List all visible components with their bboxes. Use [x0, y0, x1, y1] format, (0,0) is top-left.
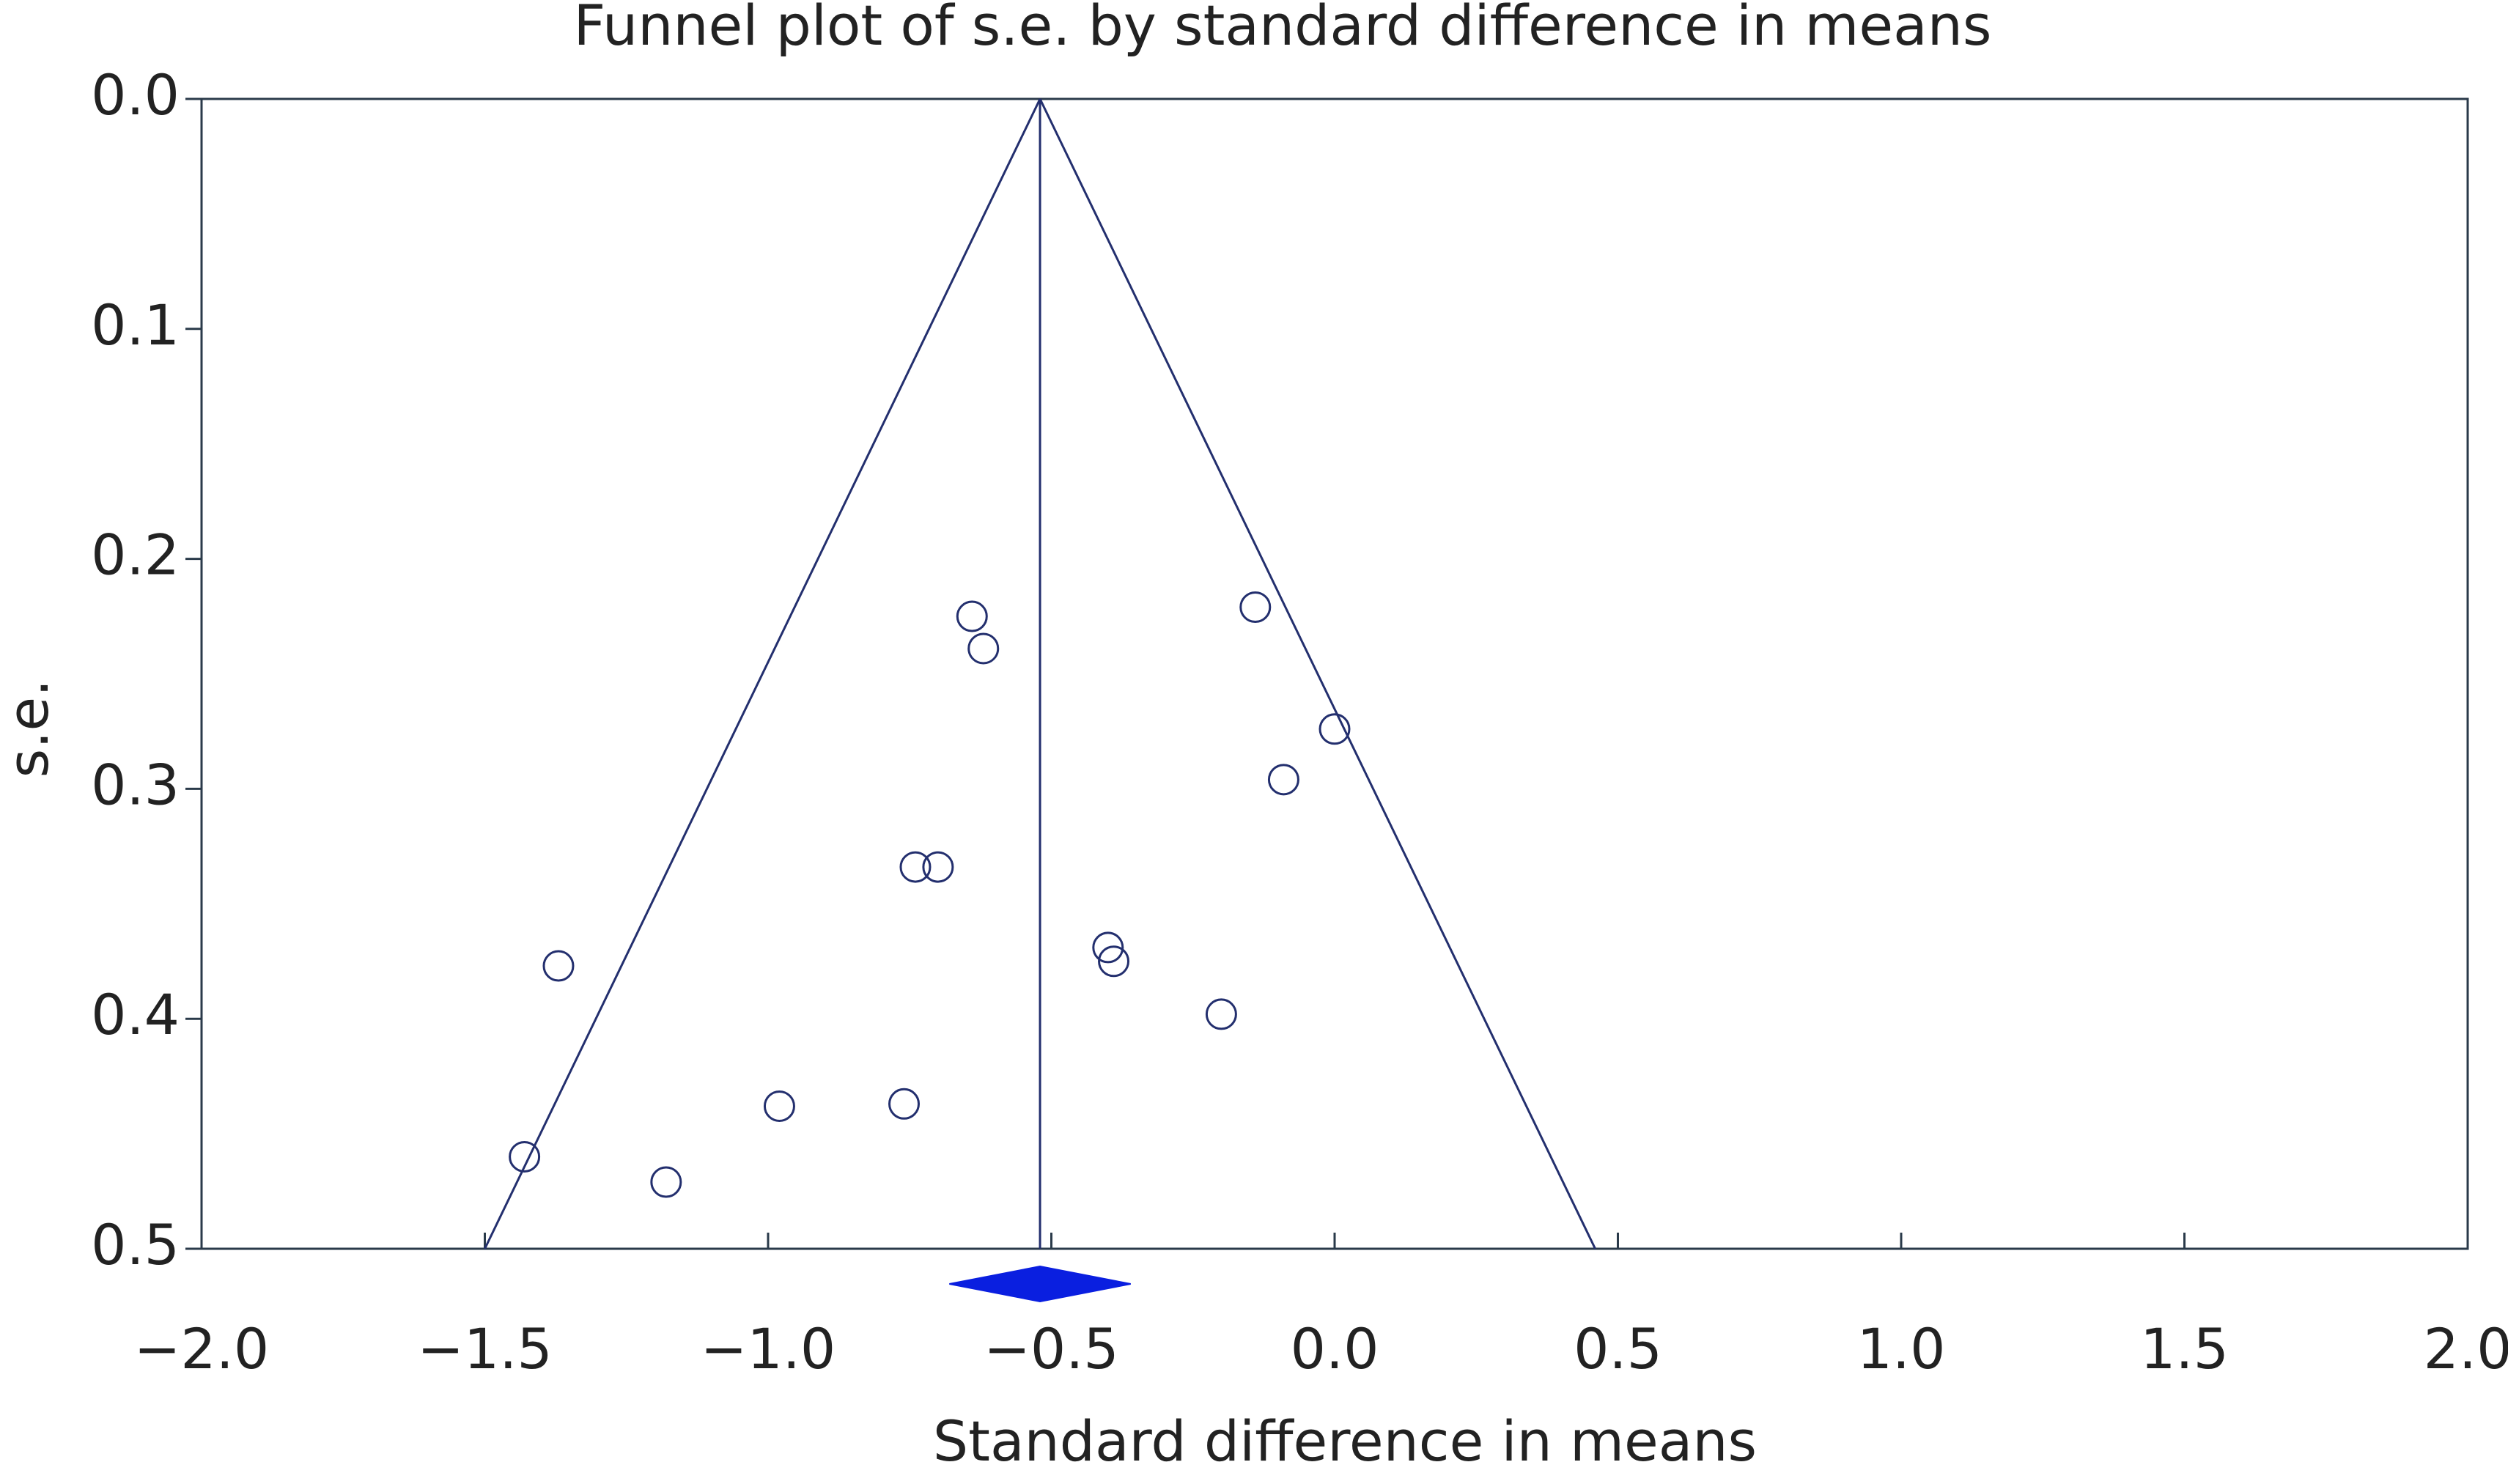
summary-diamond [949, 1265, 1131, 1303]
y-tick-label: 0.4 [91, 982, 180, 1047]
x-tick-label: 2.0 [2424, 1316, 2508, 1381]
x-tick-label: 1.0 [1857, 1316, 1946, 1381]
y-axis-label: s.e. [0, 679, 61, 778]
y-tick-label: 0.1 [91, 292, 180, 358]
study-point [650, 1166, 682, 1198]
study-point [1092, 931, 1124, 964]
study-point [899, 851, 932, 883]
study-point [1098, 945, 1130, 978]
study-point [956, 600, 988, 632]
study-point [888, 1088, 921, 1120]
x-axis-label: Standard difference in means [933, 1409, 1757, 1474]
study-point [1205, 998, 1237, 1030]
funnel-left [484, 98, 1041, 1249]
study-point [922, 851, 954, 883]
plot-frame [200, 97, 2469, 1250]
y-tick-label: 0.2 [91, 523, 180, 588]
y-tick-label: 0.0 [91, 62, 180, 128]
chart-title: Funnel plot of s.e. by standard differen… [573, 0, 1991, 58]
study-point [509, 1140, 541, 1173]
study-point [542, 950, 575, 982]
y-tick-label: 0.3 [91, 752, 180, 817]
study-point [1267, 764, 1299, 796]
study-point [1318, 713, 1351, 745]
x-tick-label: −1.5 [417, 1316, 553, 1381]
x-tick-label: −1.0 [701, 1316, 836, 1381]
x-tick-label: −2.0 [134, 1316, 270, 1381]
x-tick-label: 0.0 [1291, 1316, 1379, 1381]
study-point [967, 632, 1000, 665]
x-tick-label: −0.5 [984, 1316, 1119, 1381]
study-point [1239, 591, 1272, 623]
x-tick-label: 0.5 [1574, 1316, 1662, 1381]
funnel-right [1039, 98, 1596, 1249]
study-point [763, 1090, 795, 1122]
y-tick-label: 0.5 [91, 1212, 180, 1277]
x-tick-label: 1.5 [2140, 1316, 2229, 1381]
